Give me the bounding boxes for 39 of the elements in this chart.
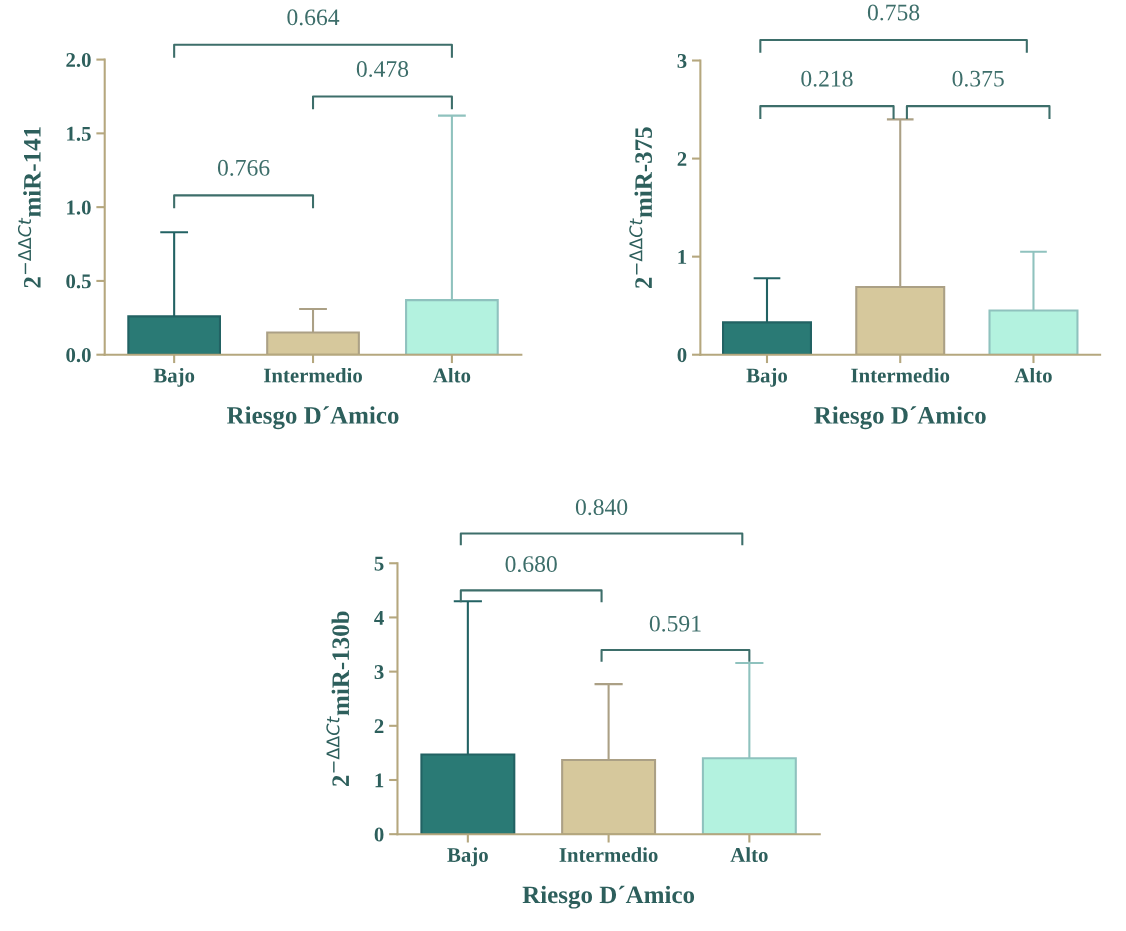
y-tick-label: 1.5 xyxy=(67,126,91,141)
x-tick-label: Alto xyxy=(1014,367,1052,383)
x-tick-label: Intermedio xyxy=(559,847,658,863)
text: 0.840 xyxy=(575,499,628,516)
x-axis-title: Riesgo D´Amico xyxy=(814,406,986,430)
x-tick-label: Intermedio xyxy=(851,367,950,383)
x-tick-label: Bajo xyxy=(153,367,195,387)
annotation: 0.766 xyxy=(217,159,270,176)
x-tick-label: Intermedio xyxy=(263,367,362,383)
y-tick-label: 2 xyxy=(374,719,384,734)
y-tick-label: 3 xyxy=(677,53,687,68)
y-tick-label: 1 xyxy=(678,250,687,264)
x-tick-label: Alto xyxy=(730,847,768,863)
y-tick-label: 5 xyxy=(374,556,384,571)
y-axis-title: 2$^{−ΔΔCt}$miR-375 xyxy=(629,127,653,289)
annotation: 0.478 xyxy=(356,60,409,78)
annotation: 0.375 xyxy=(952,70,1004,87)
y-tick-label: 0 xyxy=(677,348,687,363)
y-tick-label: 2.0 xyxy=(66,52,91,68)
y-tick-label: 1.0 xyxy=(67,200,91,215)
y-tick-label: 0.5 xyxy=(66,274,91,289)
x-tick-label: Alto xyxy=(433,367,471,383)
annotation: 0.218 xyxy=(801,70,853,87)
x-tick-label: Bajo xyxy=(746,367,788,387)
annotation: 0.680 xyxy=(505,556,557,573)
text: 0.758 xyxy=(867,4,920,21)
x-axis-title: Riesgo D´Amico xyxy=(522,885,695,909)
y-tick-label: 0.0 xyxy=(66,348,91,363)
x-axis-title: Riesgo D´Amico xyxy=(227,406,399,430)
y-axis-title: 2$^{−ΔΔCt}$miR-141 xyxy=(17,127,41,288)
y-tick-label: 4 xyxy=(374,610,384,625)
y-tick-label: 3 xyxy=(374,665,384,680)
y-tick-label: 2 xyxy=(677,152,687,166)
annotation: 0.591 xyxy=(649,615,701,632)
y-tick-label: 0 xyxy=(374,827,384,842)
y-axis-title: 2$^{−ΔΔCt}$miR-130b xyxy=(326,611,350,787)
y-tick-label: 1 xyxy=(375,773,384,788)
text: 0.664 xyxy=(287,9,340,26)
x-tick-label: Bajo xyxy=(447,847,488,867)
